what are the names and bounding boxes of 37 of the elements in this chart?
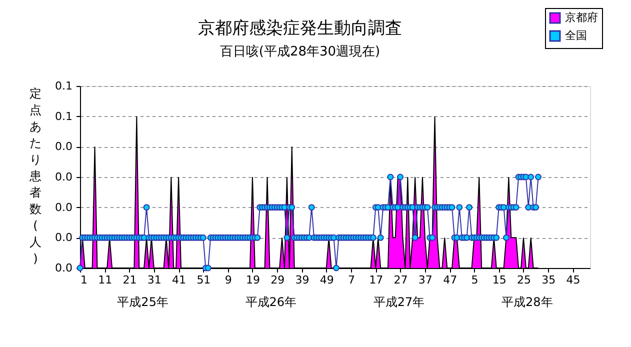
y-tick-label: 0.1 — [55, 110, 72, 123]
x-tick-label: 37 — [418, 274, 432, 286]
x-tick-label: 9 — [224, 274, 232, 286]
y-tick-label: 0.0 — [55, 140, 72, 154]
chart-title: 京都府感染症発生動向調査 — [198, 18, 402, 38]
legend-label: 京都府 — [565, 11, 598, 24]
text: 平成28年 — [502, 295, 553, 309]
text: 平成25年 — [117, 295, 168, 309]
text: 定点あたり患者数(人) — [30, 86, 42, 266]
y-tick-label: 0.0 — [55, 231, 72, 244]
x-tick-label: 27 — [394, 274, 408, 286]
text: 平成26年 — [245, 295, 297, 309]
x-tick-label: 49 — [320, 274, 334, 286]
legend-label: 全国 — [565, 29, 587, 42]
y-tick-label: 0.0 — [55, 200, 72, 214]
x-tick-label: 25 — [516, 274, 531, 286]
x-tick-label: 31 — [147, 274, 162, 286]
x-tick-label: 15 — [492, 274, 506, 286]
x-tick-label: 1 — [80, 274, 88, 286]
y-tick-label: 0.0 — [55, 262, 72, 274]
x-tick-label: 39 — [295, 274, 310, 286]
x-tick-label: 17 — [369, 274, 384, 286]
x-tick-label: 29 — [270, 274, 285, 286]
y-tick-label: 0.0 — [55, 170, 72, 184]
x-tick-label: 11 — [98, 274, 112, 286]
chart-subtitle: 百日咳(平成28年30週現在) — [220, 44, 380, 60]
x-tick-label: 7 — [348, 274, 356, 286]
x-tick-label: 5 — [471, 274, 478, 286]
y-tick-label: 0.1 — [55, 80, 72, 92]
x-tick-label: 51 — [196, 274, 211, 286]
x-tick-label: 45 — [566, 274, 580, 286]
x-tick-label: 21 — [122, 274, 137, 286]
x-tick-label: 41 — [172, 274, 186, 286]
text: 平成27年 — [373, 295, 425, 309]
x-tick-label: 47 — [443, 274, 458, 286]
x-tick-label: 19 — [246, 274, 260, 286]
x-tick-label: 35 — [542, 274, 556, 286]
